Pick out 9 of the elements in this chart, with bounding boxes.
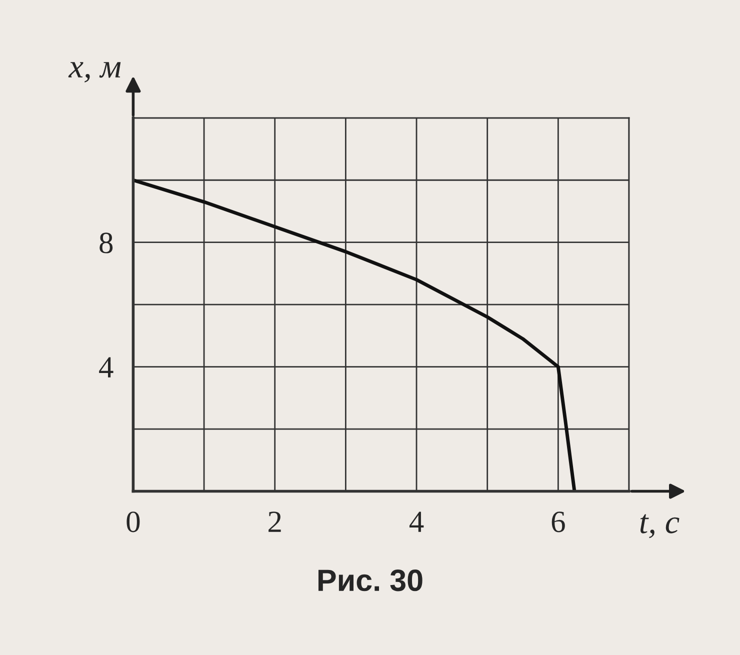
- x-tick-label: 4: [409, 512, 424, 532]
- y-tick-label: 8: [100, 232, 113, 254]
- x-tick-label: 0: [126, 512, 140, 532]
- x-tick-label: 6: [552, 512, 565, 532]
- text: Рис. 30: [318, 570, 422, 592]
- x-tick-label: 2: [268, 512, 281, 532]
- x-axis-title: t, с: [640, 514, 680, 538]
- y-axis-title: x, м: [68, 62, 121, 83]
- line-series: [133, 178, 576, 492]
